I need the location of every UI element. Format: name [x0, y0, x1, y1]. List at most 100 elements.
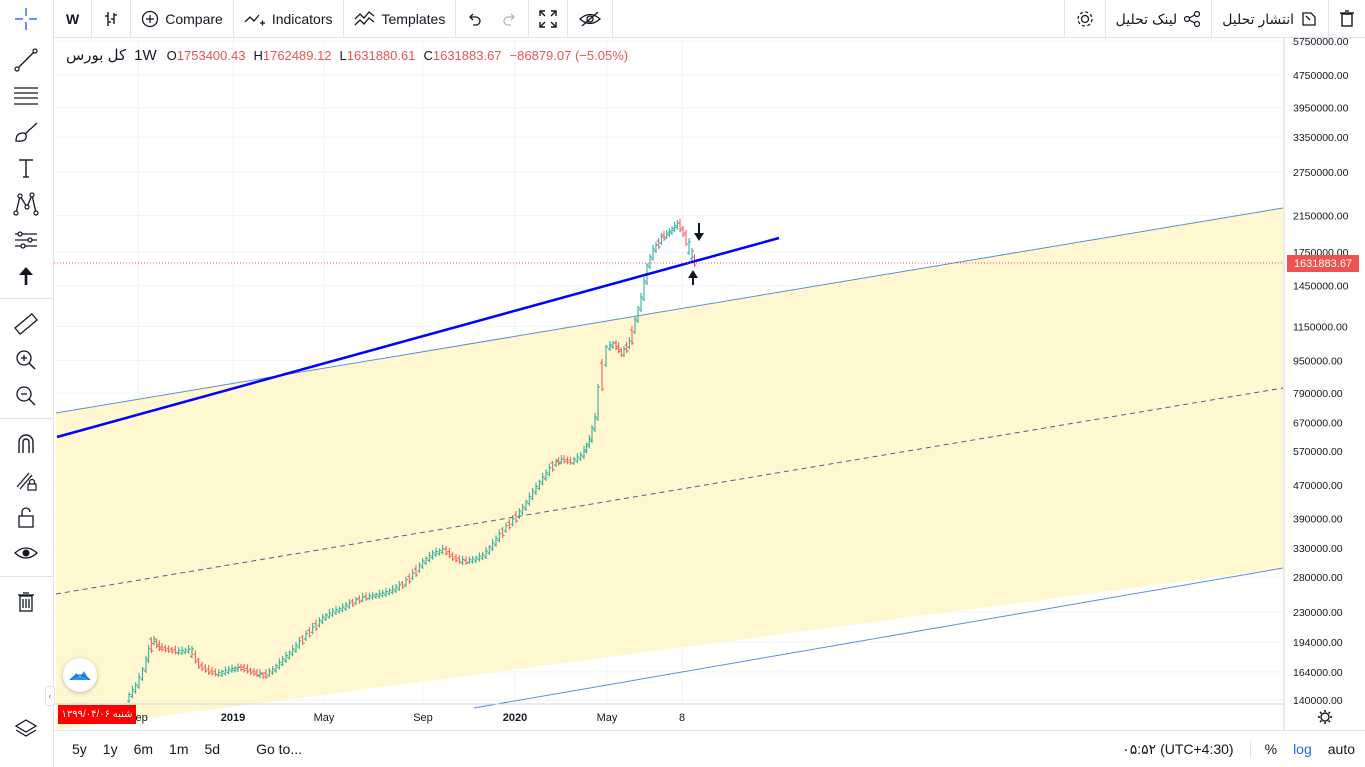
- fib-tool[interactable]: [9, 81, 43, 111]
- candle: [287, 650, 292, 660]
- range-6m-button[interactable]: 6m: [133, 741, 154, 757]
- delete-drawings-button[interactable]: [1328, 0, 1365, 38]
- trendline-icon: [14, 48, 38, 72]
- candle: [230, 664, 234, 673]
- candle: [261, 672, 265, 679]
- hide-drawings-button[interactable]: [568, 0, 614, 38]
- link-analysis-button[interactable]: لینک تحلیل: [1104, 0, 1212, 38]
- unlock-tool[interactable]: [9, 502, 43, 532]
- undo-button[interactable]: [456, 0, 492, 38]
- goto-button[interactable]: Go to...: [256, 741, 302, 757]
- legend-low: L1631880.61: [340, 48, 416, 63]
- legend-symbol[interactable]: کل بورس: [66, 47, 127, 64]
- candle: [500, 527, 505, 538]
- axis-settings-icon[interactable]: [1318, 710, 1332, 724]
- text-tool[interactable]: [9, 153, 43, 183]
- ruler-tool[interactable]: [9, 309, 43, 339]
- candle: [220, 669, 224, 677]
- date-badge: شنبه ۱۳۹۹/۰۴/۰۶: [58, 705, 136, 724]
- object-tree-tool[interactable]: [9, 714, 43, 744]
- candle: [226, 666, 231, 675]
- candle: [417, 562, 422, 573]
- price-tick-label: 194000.00: [1293, 637, 1343, 649]
- templates-icon: [354, 10, 374, 25]
- compare-button[interactable]: Compare: [131, 0, 234, 38]
- zoom-out-icon: [16, 386, 36, 406]
- magnet-tool[interactable]: [9, 429, 43, 459]
- timezone-clock[interactable]: ۰۵:۵۲ (UTC+4:30): [1114, 740, 1251, 758]
- percent-toggle[interactable]: %: [1264, 741, 1278, 757]
- lock-drawing-tool[interactable]: [9, 465, 43, 495]
- templates-button[interactable]: Templates: [344, 0, 457, 38]
- time-tick-label: 2020: [503, 712, 527, 724]
- candle: [180, 646, 184, 655]
- arrow-down-marker[interactable]: [694, 223, 704, 241]
- share-analysis-button[interactable]: انتشار تحلیل: [1211, 0, 1328, 38]
- candle: [642, 277, 646, 301]
- candle: [656, 238, 661, 249]
- share-analysis-label: انتشار تحلیل: [1222, 10, 1294, 27]
- trendline-tool[interactable]: [9, 45, 43, 75]
- price-tick-label: 790000.00: [1293, 388, 1343, 400]
- range-1m-button[interactable]: 1m: [169, 741, 189, 757]
- candle: [447, 547, 452, 559]
- channel-upper-line[interactable]: [55, 207, 1284, 414]
- candle: [651, 245, 655, 261]
- bar-type-button[interactable]: [92, 0, 132, 38]
- candle: [239, 664, 243, 672]
- settings-button[interactable]: [1063, 0, 1105, 38]
- candle: [675, 220, 680, 230]
- candle: [454, 554, 458, 563]
- log-toggle[interactable]: log: [1293, 741, 1312, 757]
- candle: [544, 469, 548, 481]
- candle: [390, 585, 395, 595]
- redo-button[interactable]: [492, 0, 530, 38]
- candle: [556, 457, 561, 466]
- remove-drawings-tool[interactable]: [9, 587, 43, 617]
- candle: [633, 316, 637, 334]
- candle: [420, 558, 425, 569]
- trend-line[interactable]: [56, 236, 780, 439]
- candle: [550, 461, 555, 472]
- fullscreen-button[interactable]: [529, 0, 569, 38]
- channel-lower-line[interactable]: [473, 567, 1284, 709]
- zoom-in-tool[interactable]: [9, 345, 43, 375]
- indicators-icon: [244, 14, 265, 25]
- pattern-tool[interactable]: [9, 189, 43, 219]
- candle: [297, 637, 302, 649]
- price-chart[interactable]: 5750000.00 4750000.00 3950000.00 3350000.00…: [54, 38, 1365, 730]
- chart-pane[interactable]: 5750000.00 4750000.00 3950000.00 3350000.00…: [54, 38, 1365, 730]
- logo-button[interactable]: [63, 658, 97, 692]
- time-axis[interactable]: Sep 2019 May Sep 2020 May 8: [128, 712, 685, 724]
- candle: [514, 511, 518, 523]
- candle: [144, 656, 148, 673]
- candle: [160, 643, 164, 652]
- indicators-button[interactable]: Indicators: [234, 0, 344, 38]
- crosshair-tool[interactable]: [9, 4, 43, 34]
- channel-midline[interactable]: [55, 387, 1284, 595]
- candle: [252, 668, 256, 676]
- candle: [497, 529, 502, 543]
- price-axis[interactable]: 5750000.00 4750000.00 3950000.00 3350000.00…: [1293, 38, 1349, 707]
- candle: [380, 590, 385, 598]
- arrow-tool[interactable]: [9, 261, 43, 291]
- range-1y-button[interactable]: 1y: [102, 741, 118, 757]
- legend-timeframe[interactable]: 1W: [134, 46, 157, 64]
- chart-legend[interactable]: کل بورس 1W O1753400.43 H1762489.12 L1631…: [66, 45, 628, 65]
- candle: [146, 645, 151, 663]
- brush-tool[interactable]: [9, 117, 43, 147]
- visibility-tool[interactable]: [9, 538, 43, 568]
- price-tick-label: 670000.00: [1293, 417, 1343, 429]
- symbol-button[interactable]: W: [54, 0, 93, 38]
- range-5d-button[interactable]: 5d: [204, 741, 221, 757]
- candle: [133, 682, 138, 694]
- candle: [344, 602, 348, 611]
- arrow-up-marker[interactable]: [688, 270, 698, 285]
- prediction-tool[interactable]: [9, 225, 43, 255]
- candle: [510, 515, 515, 527]
- zoom-out-tool[interactable]: [9, 381, 43, 411]
- auto-toggle[interactable]: auto: [1327, 741, 1355, 757]
- range-5y-button[interactable]: 5y: [72, 741, 87, 757]
- collapse-toolbar-handle[interactable]: ‹: [45, 686, 55, 706]
- price-tick-label: 2150000.00: [1293, 210, 1349, 222]
